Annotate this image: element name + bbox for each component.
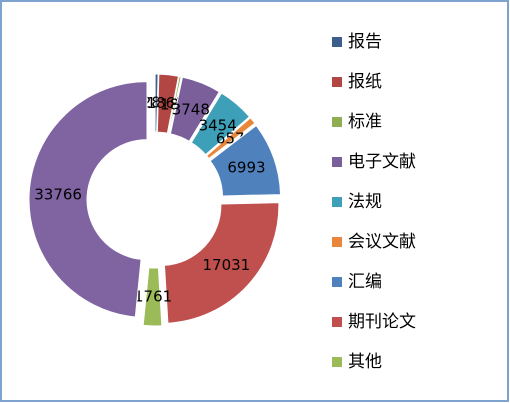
data-label: 1761: [134, 287, 172, 305]
legend-swatch: [332, 37, 342, 47]
legend-label: 标准: [348, 112, 382, 132]
slice: [190, 92, 251, 156]
slice: [209, 124, 282, 197]
data-label: 3748: [172, 100, 210, 118]
data-label: 33766: [34, 186, 82, 204]
slice: [205, 117, 256, 160]
legend-swatch: [332, 237, 342, 247]
slice: [169, 76, 221, 143]
legend-label: 报告: [348, 32, 382, 52]
legend-label: 法规: [348, 192, 382, 212]
legend-label: 期刊论文: [348, 312, 416, 332]
slice: [142, 267, 163, 327]
legend-swatch: [332, 317, 342, 327]
legend-label: 汇编: [348, 272, 382, 292]
legend-swatch: [332, 77, 342, 87]
legend-swatch: [332, 117, 342, 127]
data-label: 3454: [199, 116, 237, 134]
legend-label: 其他: [348, 352, 382, 372]
legend-swatch: [332, 157, 342, 167]
legend-label: 电子文献: [348, 152, 416, 172]
legend-label: 报纸: [348, 72, 382, 92]
slice: [163, 202, 280, 324]
slice: [156, 73, 180, 134]
data-label: 17031: [203, 256, 251, 274]
legend-swatch: [332, 277, 342, 287]
slice: [154, 73, 159, 133]
legend-swatch: [332, 357, 342, 367]
legend-swatch: [332, 197, 342, 207]
data-label: 6993: [227, 158, 265, 176]
slice: [28, 81, 148, 318]
slice: [167, 75, 182, 135]
legend-label: 会议文献: [348, 232, 416, 252]
